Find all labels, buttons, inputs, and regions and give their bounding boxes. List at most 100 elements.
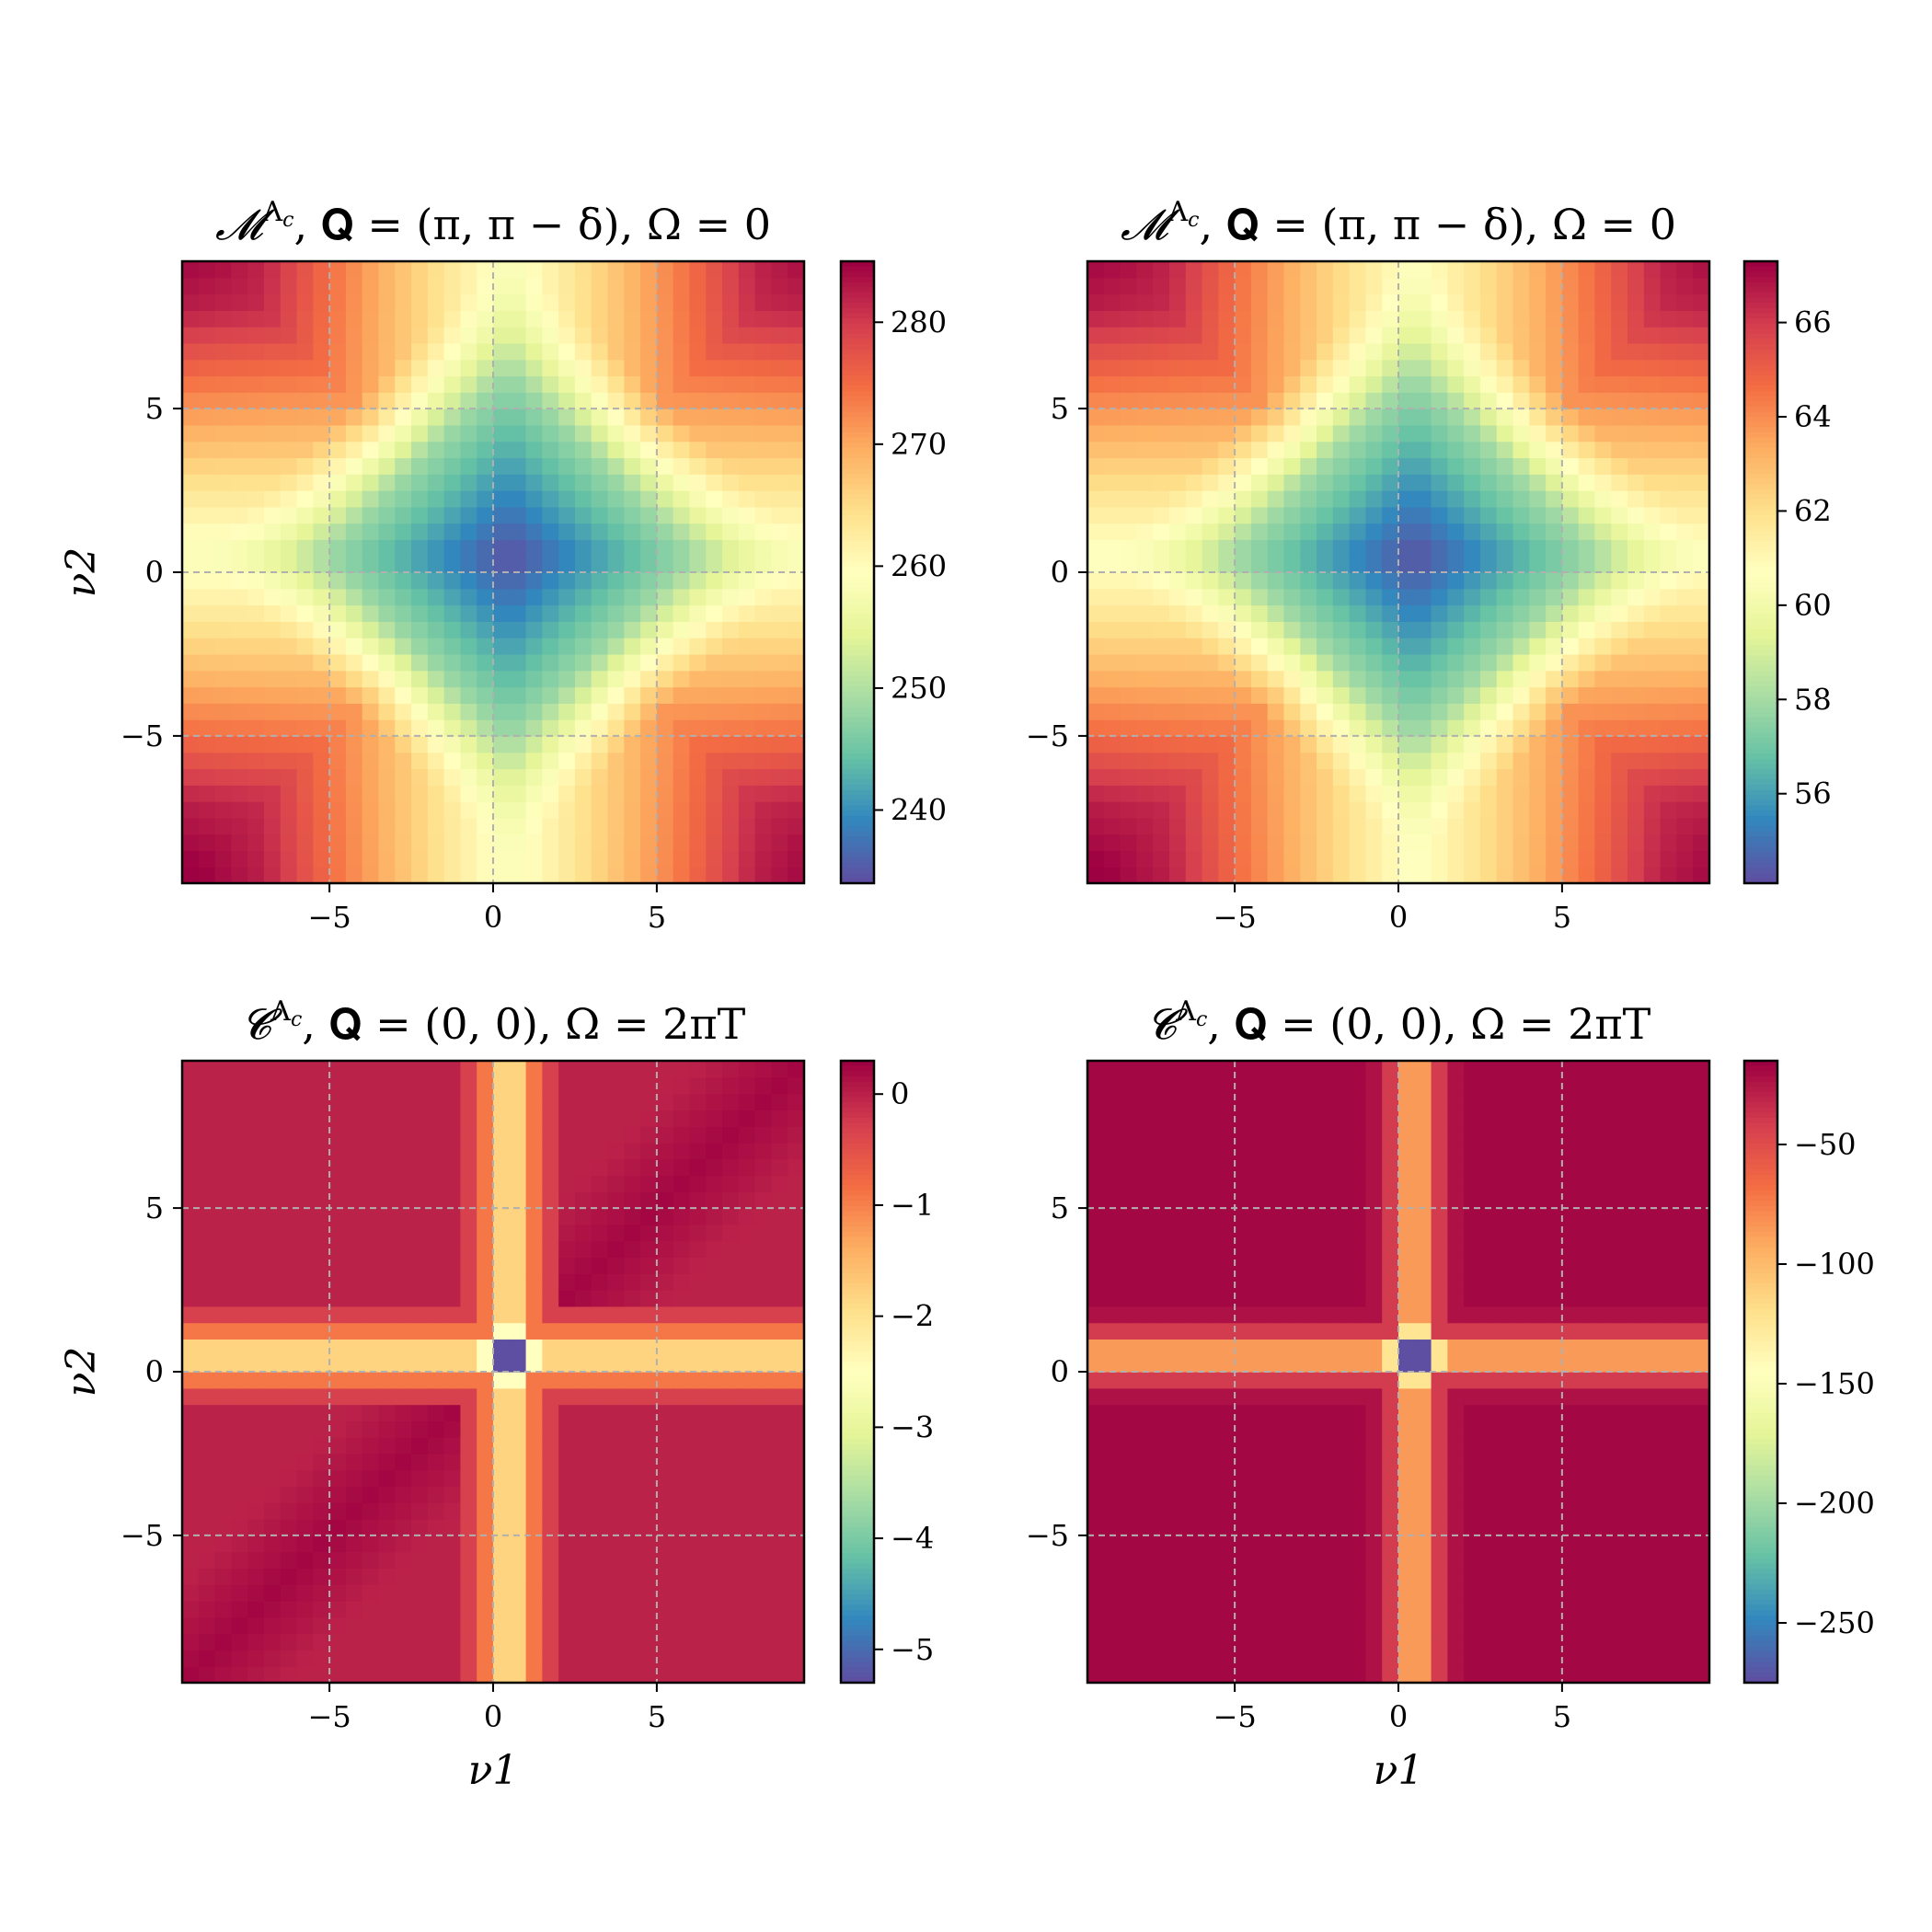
heatmap-cell <box>525 1142 543 1160</box>
heatmap-cell <box>1479 686 1498 704</box>
heatmap-cell <box>1479 703 1498 720</box>
heatmap-cell <box>1332 277 1351 295</box>
heatmap-cell <box>788 719 805 737</box>
heatmap-cell <box>656 850 674 868</box>
heatmap-cell <box>329 719 347 737</box>
heatmap-cell <box>591 1224 609 1242</box>
heatmap-cell <box>525 604 543 622</box>
heatmap-cell <box>411 375 429 393</box>
heatmap-cell <box>1267 768 1285 786</box>
heatmap-cell <box>1398 375 1416 393</box>
heatmap-cell <box>706 801 723 819</box>
heatmap-cell <box>1464 801 1481 819</box>
heatmap-cell <box>1398 392 1416 409</box>
heatmap-cell <box>1185 768 1203 786</box>
heatmap-cell <box>1283 604 1301 622</box>
heatmap-cell <box>427 719 445 737</box>
heatmap-cell <box>345 1224 363 1242</box>
heatmap-cell <box>427 1339 445 1356</box>
heatmap-cell <box>378 1616 396 1635</box>
heatmap-cell <box>640 752 658 770</box>
heatmap-cell <box>1464 588 1481 606</box>
heatmap-cell <box>706 653 723 672</box>
heatmap-cell <box>263 850 282 868</box>
heatmap-cell <box>542 1650 559 1667</box>
colorbar-segment <box>841 722 874 729</box>
heatmap-cell <box>182 1535 200 1553</box>
heatmap-cell <box>1529 572 1547 590</box>
heatmap-cell <box>788 261 805 279</box>
heatmap-cell <box>754 653 773 672</box>
heatmap-cell <box>411 310 429 328</box>
heatmap-cell <box>1087 327 1105 344</box>
heatmap-cell <box>640 1568 658 1585</box>
heatmap-cell <box>574 1142 592 1160</box>
heatmap-cell <box>1153 1568 1170 1585</box>
heatmap-cell <box>1578 653 1596 672</box>
colorbar-segment <box>841 390 874 397</box>
heatmap-cell <box>460 653 477 672</box>
heatmap-cell <box>1218 621 1236 638</box>
heatmap-cell <box>1185 850 1203 868</box>
heatmap-cell <box>313 572 330 590</box>
heatmap-cell <box>477 1224 494 1242</box>
heatmap-cell <box>771 621 788 638</box>
heatmap-cell <box>443 638 462 655</box>
heatmap-cell <box>591 1322 609 1340</box>
heatmap-cell <box>771 1257 788 1274</box>
heatmap-cell <box>624 277 641 295</box>
heatmap-cell <box>1136 588 1154 606</box>
heatmap-cell <box>1168 1616 1187 1635</box>
heatmap-cell <box>754 1519 773 1536</box>
heatmap-cell <box>329 506 347 524</box>
heatmap-cell <box>1218 539 1236 557</box>
heatmap-cell <box>542 539 559 557</box>
y-tick-label: 5 <box>1051 391 1069 426</box>
heatmap-cell <box>1267 293 1285 311</box>
heatmap-cell <box>558 867 576 884</box>
heatmap-cell <box>706 1191 723 1209</box>
heatmap-cell <box>280 1290 298 1307</box>
heatmap-cell <box>1087 850 1105 868</box>
heatmap-cell <box>1561 327 1580 344</box>
heatmap-cell <box>1431 392 1448 409</box>
heatmap-cell <box>231 359 248 377</box>
heatmap-cell <box>656 327 674 344</box>
heatmap-cell <box>296 1420 314 1438</box>
heatmap-cell <box>1317 556 1334 573</box>
colorbar-segment <box>841 769 874 776</box>
heatmap-cell <box>574 1387 592 1406</box>
heatmap-cell <box>1627 408 1645 426</box>
heatmap-cell <box>1103 490 1121 508</box>
heatmap-cell <box>1317 359 1334 377</box>
heatmap-cell <box>1546 408 1563 426</box>
heatmap-cell <box>706 1158 723 1177</box>
heatmap-cell <box>1643 653 1662 672</box>
colorbar-segment <box>841 1413 874 1420</box>
heatmap-cell <box>1332 686 1351 704</box>
heatmap-cell <box>411 1535 429 1553</box>
heatmap-cell <box>1202 801 1219 819</box>
heatmap-cell <box>1365 735 1383 753</box>
heatmap-cell <box>624 1110 641 1127</box>
heatmap-cell <box>1447 768 1465 786</box>
heatmap-cell <box>788 1273 805 1291</box>
heatmap-cell <box>754 375 773 393</box>
heatmap-cell <box>706 1305 723 1324</box>
heatmap-cell <box>182 1584 200 1602</box>
heatmap-cell <box>689 1584 707 1602</box>
heatmap-cell <box>1136 850 1154 868</box>
heatmap-cell <box>280 359 298 377</box>
heatmap-cell <box>198 867 216 884</box>
heatmap-cell <box>558 1093 576 1110</box>
heatmap-cell <box>1087 342 1105 361</box>
heatmap-cell <box>591 719 609 737</box>
heatmap-cell <box>313 506 330 524</box>
heatmap-cell <box>1300 392 1317 409</box>
heatmap-cell <box>591 424 609 443</box>
heatmap-cell <box>542 1372 559 1389</box>
heatmap-cell <box>1202 834 1219 852</box>
heatmap-cell <box>1398 850 1416 868</box>
heatmap-cell <box>493 424 511 443</box>
heatmap-cell <box>198 1240 216 1259</box>
